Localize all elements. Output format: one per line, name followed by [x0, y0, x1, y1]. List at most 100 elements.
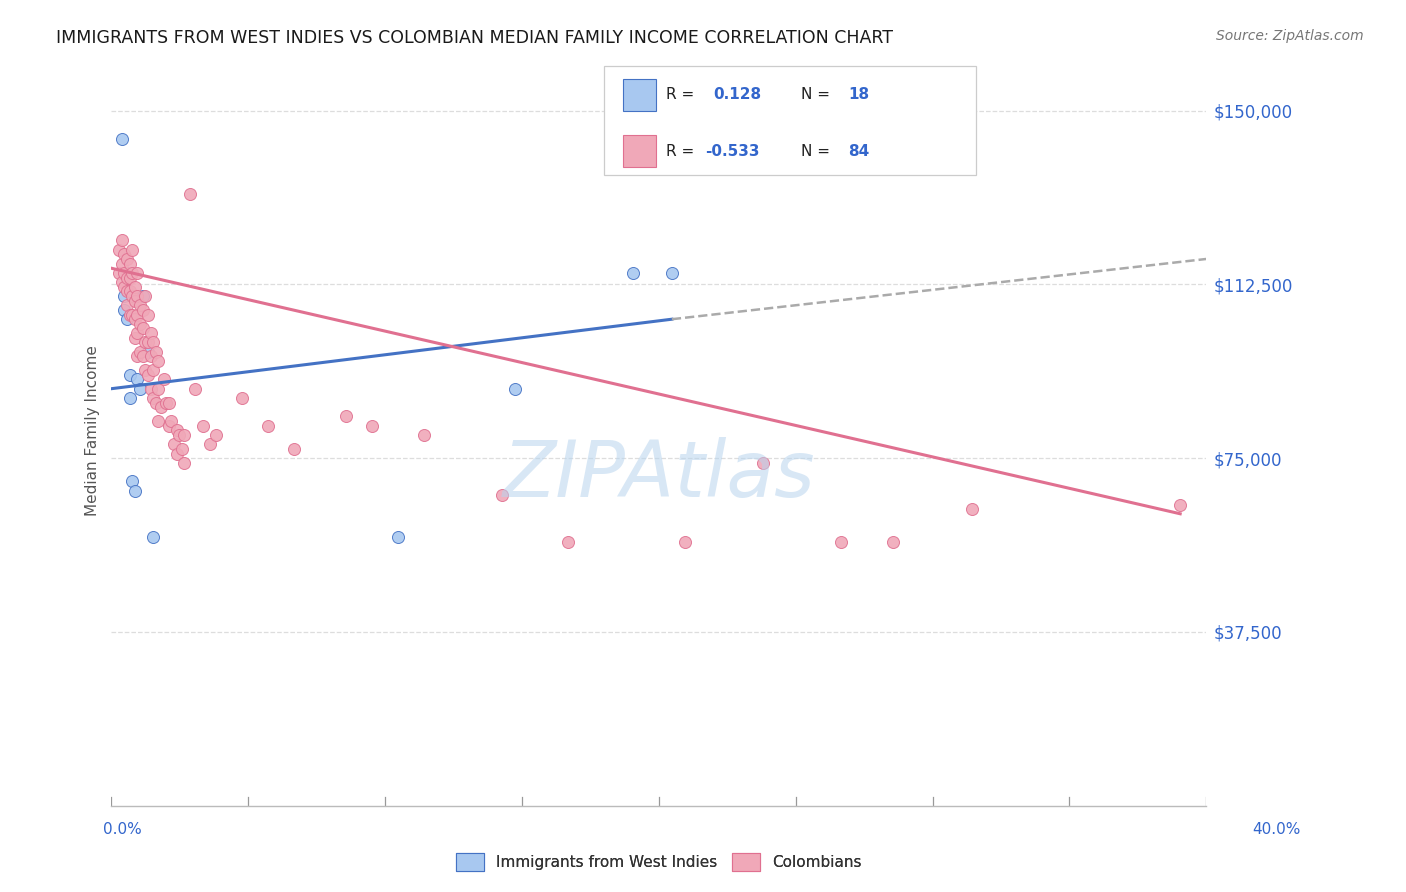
Point	[166, 424, 188, 438]
Point	[173, 456, 195, 470]
Point	[111, 275, 134, 289]
Point	[121, 308, 143, 322]
Point	[134, 363, 156, 377]
Text: N =: N =	[801, 87, 830, 103]
Point	[129, 317, 152, 331]
Point	[127, 266, 149, 280]
Point	[121, 475, 143, 489]
Point	[124, 483, 146, 498]
Point	[557, 534, 579, 549]
Point	[124, 331, 146, 345]
Point	[114, 289, 136, 303]
Point	[204, 428, 226, 442]
Text: Source: ZipAtlas.com: Source: ZipAtlas.com	[1216, 29, 1364, 43]
Point	[124, 312, 146, 326]
Point	[155, 395, 177, 409]
Point	[136, 368, 159, 382]
Point	[335, 409, 357, 424]
Text: 84: 84	[848, 144, 869, 159]
Point	[361, 418, 384, 433]
Point	[136, 344, 159, 359]
Point	[131, 349, 153, 363]
Point	[505, 382, 527, 396]
Text: R =: R =	[666, 144, 695, 159]
Text: ZIPAtlas: ZIPAtlas	[502, 437, 815, 514]
FancyBboxPatch shape	[623, 79, 655, 111]
Y-axis label: Median Family Income: Median Family Income	[86, 345, 100, 516]
Point	[960, 502, 983, 516]
Point	[200, 437, 222, 451]
Point	[111, 131, 134, 145]
Point	[127, 289, 149, 303]
Point	[108, 266, 131, 280]
Point	[131, 302, 153, 317]
Legend: Immigrants from West Indies, Colombians: Immigrants from West Indies, Colombians	[450, 847, 868, 877]
Point	[134, 289, 156, 303]
Point	[142, 391, 165, 405]
Point	[170, 442, 193, 456]
Point	[129, 298, 152, 312]
Point	[124, 279, 146, 293]
Point	[184, 382, 207, 396]
Point	[134, 335, 156, 350]
Point	[167, 428, 190, 442]
Point	[127, 326, 149, 340]
Point	[129, 344, 152, 359]
Point	[256, 418, 278, 433]
Point	[115, 312, 138, 326]
Point	[160, 414, 183, 428]
FancyBboxPatch shape	[623, 136, 655, 167]
Text: IMMIGRANTS FROM WEST INDIES VS COLOMBIAN MEDIAN FAMILY INCOME CORRELATION CHART: IMMIGRANTS FROM WEST INDIES VS COLOMBIAN…	[56, 29, 893, 46]
Point	[127, 308, 149, 322]
Point	[231, 391, 253, 405]
Point	[157, 395, 180, 409]
Point	[142, 363, 165, 377]
Point	[149, 401, 172, 415]
Point	[166, 446, 188, 460]
Point	[173, 428, 195, 442]
Point	[121, 243, 143, 257]
Point	[1168, 498, 1191, 512]
Text: 40.0%: 40.0%	[1253, 822, 1301, 837]
Point	[115, 298, 138, 312]
Point	[115, 270, 138, 285]
Point	[283, 442, 305, 456]
Point	[413, 428, 436, 442]
Point	[152, 372, 174, 386]
Point	[127, 349, 149, 363]
Point	[108, 243, 131, 257]
Point	[661, 266, 683, 280]
Point	[118, 257, 141, 271]
Point	[114, 279, 136, 293]
Point	[111, 234, 134, 248]
Point	[387, 530, 409, 544]
Point	[179, 187, 201, 202]
Point	[114, 247, 136, 261]
Point	[121, 266, 143, 280]
Point	[115, 266, 138, 280]
Point	[139, 349, 162, 363]
Point	[148, 354, 170, 368]
Point	[148, 382, 170, 396]
Point	[157, 418, 180, 433]
Point	[118, 391, 141, 405]
Text: -0.533: -0.533	[704, 144, 759, 159]
Point	[115, 285, 138, 299]
Point	[142, 530, 165, 544]
Point	[131, 321, 153, 335]
Point	[139, 326, 162, 340]
Point	[114, 302, 136, 317]
Point	[491, 488, 513, 502]
Point	[142, 335, 165, 350]
Point	[124, 293, 146, 308]
Point	[882, 534, 904, 549]
Point	[191, 418, 214, 433]
Point	[118, 368, 141, 382]
Point	[752, 456, 775, 470]
Point	[673, 534, 696, 549]
Point	[129, 382, 152, 396]
Point	[136, 308, 159, 322]
Point	[830, 534, 852, 549]
Point	[131, 289, 153, 303]
Text: 0.128: 0.128	[714, 87, 762, 103]
